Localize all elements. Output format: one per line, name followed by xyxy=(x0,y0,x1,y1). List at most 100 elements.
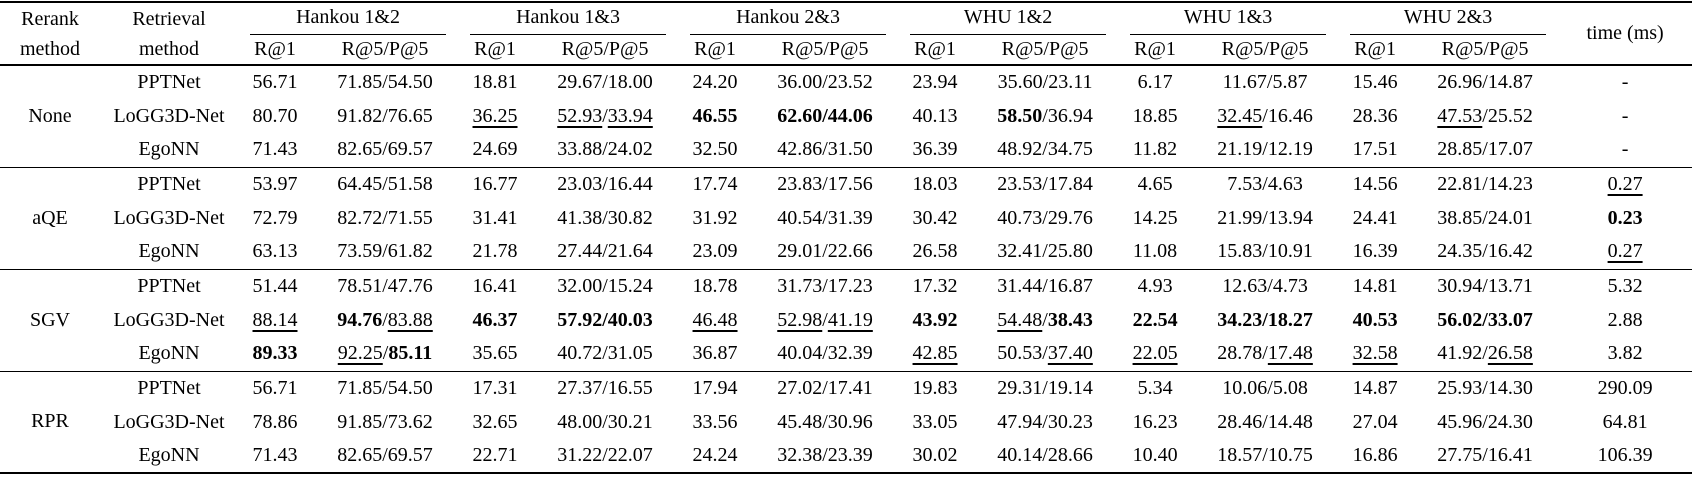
metric-segment: 92.25 xyxy=(337,342,383,365)
metric-cell: 31.73/17.23 xyxy=(752,268,899,303)
header-retrieval-line2: method xyxy=(139,37,199,60)
header-group-label: WHU 1&3 xyxy=(1130,5,1327,35)
header-rerank-line1: Rerank xyxy=(21,7,79,30)
metric-segment: 62.60/44.06 xyxy=(777,104,873,127)
metric-cell: 32.41/25.80 xyxy=(997,240,1093,263)
metric-segment: 32.45 xyxy=(1217,104,1263,127)
rerank-group-label: None xyxy=(0,64,100,167)
metric-cell: 28.85/17.07 xyxy=(1437,138,1533,161)
metric-cell: 71.85/54.50 xyxy=(312,370,459,405)
header-group: Hankou 1&2 xyxy=(238,2,458,35)
metric-cell: 18.81 xyxy=(458,64,533,99)
metric-cell: 28.36 xyxy=(1352,104,1398,127)
metric-cell: 23.83/17.56 xyxy=(752,166,899,201)
metric-cell: 16.41 xyxy=(458,268,533,303)
metric-segment: 22.54 xyxy=(1132,308,1178,331)
metric-cell: 27.02/17.41 xyxy=(752,370,899,405)
metric-cell: 24.41 xyxy=(1352,206,1398,229)
header-group-label: Hankou 1&3 xyxy=(470,5,667,35)
metric-cell: 17.32 xyxy=(898,268,973,303)
metric-cell: 18.85 xyxy=(1132,104,1178,127)
metric-cell: 4.93 xyxy=(1118,268,1193,303)
metric-cell: 29.01/22.66 xyxy=(777,240,873,263)
metric-cell: 21.99/13.94 xyxy=(1217,206,1313,229)
metric-segment: 33.94 xyxy=(607,104,653,127)
metric-cell: 40.54/31.39 xyxy=(777,206,873,229)
header-group-label: WHU 1&2 xyxy=(910,5,1107,35)
metric-cell: 42.86/31.50 xyxy=(777,138,873,161)
metric-cell: 22.05 xyxy=(1118,337,1192,371)
metric-segment: 22.05 xyxy=(1132,342,1178,365)
metric-cell: 56.02/33.07 xyxy=(1412,303,1558,337)
table-row: SGV PPTNet 51.44 78.51/47.76 16.41 32.00/15.2… xyxy=(0,268,1692,371)
table-row: LoGG3D-Net 80.70 91.82/76.65 36.25 52.93/33.… xyxy=(0,99,1692,133)
metric-cell: 46.37 xyxy=(458,303,532,337)
metric-cell: 0.27 xyxy=(1558,166,1692,201)
header-row-groups: Rerank method Retrieval method Hankou 1&… xyxy=(0,2,1692,66)
metric-cell: 48.00/30.21 xyxy=(557,410,653,433)
metric-segment: 41.19 xyxy=(827,308,873,331)
metric-cell: 4.65 xyxy=(1118,166,1193,201)
metric-segment: / xyxy=(1042,308,1048,331)
metric-cell: 57.92/40.03 xyxy=(532,303,678,337)
table-row: LoGG3D-Net 78.86 91.85/73.62 32.65 48.00/30.… xyxy=(0,405,1692,439)
retrieval-method-cell: PPTNet xyxy=(100,166,238,201)
metric-segment: /16.46 xyxy=(1262,104,1313,127)
metric-segment: 85.11 xyxy=(388,342,433,365)
header-time: time (ms) xyxy=(1558,2,1692,66)
metric-cell: 32.58 xyxy=(1338,337,1412,371)
metric-cell: 72.79 xyxy=(252,206,298,229)
metric-cell: 45.48/30.96 xyxy=(777,410,873,433)
metric-cell: 63.13 xyxy=(252,240,298,263)
metric-cell: 2.88 xyxy=(1607,308,1643,331)
header-group: WHU 1&3 xyxy=(1118,2,1338,35)
metric-cell: 32.65 xyxy=(472,410,518,433)
metric-segment: 46.48 xyxy=(692,308,738,331)
metric-cell: 91.85/73.62 xyxy=(337,410,433,433)
metric-cell: 36.87 xyxy=(692,342,738,365)
metric-cell: 40.14/28.66 xyxy=(997,444,1093,466)
table-body: None PPTNet 56.71 71.85/54.50 18.81 29.67/18.… xyxy=(0,64,1692,473)
metric-cell: 36.39 xyxy=(912,138,958,161)
metric-cell: 11.82 xyxy=(1132,138,1178,161)
retrieval-method-cell: EgoNN xyxy=(138,342,200,365)
metric-segment: 50.53/ xyxy=(997,342,1048,365)
metric-cell: 16.39 xyxy=(1352,240,1398,263)
metric-cell: 106.39 xyxy=(1597,444,1653,466)
metric-segment: 32.58 xyxy=(1352,342,1398,365)
metric-cell: 23.03/16.44 xyxy=(532,166,679,201)
metric-cell: 82.65/69.57 xyxy=(337,138,433,161)
metric-cell: 7.53/4.63 xyxy=(1192,166,1339,201)
metric-cell: 36.25 xyxy=(458,99,532,133)
metric-cell: 82.72/71.55 xyxy=(337,206,433,229)
retrieval-method-cell: EgoNN xyxy=(138,138,200,161)
metric-cell: 41.92/26.58 xyxy=(1412,337,1558,371)
metric-cell: 11.08 xyxy=(1132,240,1178,263)
header-retrieval-line1: Retrieval xyxy=(132,7,206,30)
header-group-label: Hankou 1&2 xyxy=(250,5,447,35)
metric-segment: 52.93 xyxy=(557,104,603,127)
metric-segment: 26.58 xyxy=(1487,342,1533,365)
metric-cell: 82.65/69.57 xyxy=(337,444,433,466)
metric-segment: 88.14 xyxy=(252,308,298,331)
metric-segment: 58.50 xyxy=(997,104,1043,127)
metric-segment: 94.76 xyxy=(337,308,383,331)
header-rerank-line2: method xyxy=(20,37,80,60)
retrieval-method-cell: LoGG3D-Net xyxy=(113,104,225,127)
header-group-label: Hankou 2&3 xyxy=(690,5,887,35)
header-r1: R@1 xyxy=(678,35,753,66)
header-group: Hankou 1&3 xyxy=(458,2,678,35)
header-r5p5: R@5/P@5 xyxy=(1412,35,1559,66)
metric-segment: 46.37 xyxy=(472,308,518,331)
retrieval-method-cell: LoGG3D-Net xyxy=(113,410,225,433)
metric-cell: 35.65 xyxy=(472,342,518,365)
metric-cell: 94.76/83.88 xyxy=(312,303,458,337)
metric-cell: 53.97 xyxy=(238,166,312,201)
metric-cell: 6.17 xyxy=(1118,64,1193,99)
retrieval-method-cell: EgoNN xyxy=(138,444,200,466)
header-r5p5: R@5/P@5 xyxy=(532,35,679,66)
header-r5p5: R@5/P@5 xyxy=(312,35,459,66)
metric-cell: 22.54 xyxy=(1118,303,1192,337)
metric-cell: 40.72/31.05 xyxy=(557,342,653,365)
